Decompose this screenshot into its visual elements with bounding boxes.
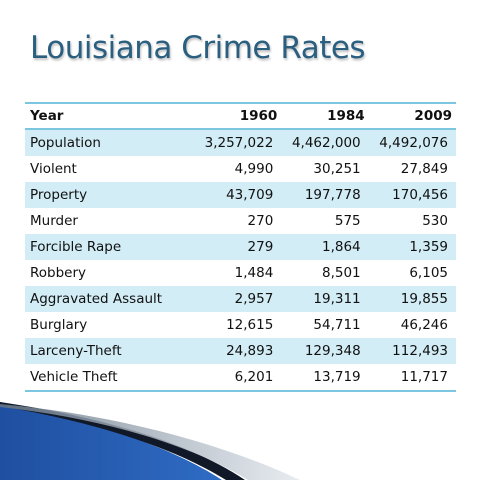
- table-row: Larceny-Theft 24,893 129,348 112,493: [25, 338, 456, 364]
- table-body: Population 3,257,022 4,462,000 4,492,076…: [25, 129, 456, 391]
- cell-2009: 1,359: [409, 239, 448, 255]
- table-row: Population 3,257,022 4,462,000 4,492,076: [25, 129, 456, 156]
- cell-2009: 530: [422, 213, 448, 229]
- row-label: Robbery: [30, 265, 87, 281]
- table-row: Property 43,709 197,778 170,456: [25, 182, 456, 208]
- cell-1984: 54,711: [313, 317, 361, 333]
- cell-1984: 1,864: [322, 239, 361, 255]
- cell-1984: 129,348: [304, 343, 361, 359]
- row-label: Violent: [30, 161, 77, 177]
- table-row: Forcible Rape 279 1,864 1,359: [25, 234, 456, 260]
- cell-1960: 279: [247, 239, 274, 255]
- cell-2009: 170,456: [392, 187, 448, 203]
- header-row: Year 1960 1984 2009: [25, 102, 456, 130]
- cell-1960: 1,484: [234, 265, 274, 281]
- cell-1960: 2,957: [234, 291, 274, 307]
- table-row: Vehicle Theft 6,201 13,719 11,717: [25, 364, 456, 391]
- header-2009: 2009: [368, 102, 456, 130]
- cell-1960: 43,709: [226, 187, 274, 203]
- table-row: Violent 4,990 30,251 27,849: [25, 156, 456, 182]
- cell-2009: 27,849: [400, 161, 448, 177]
- cell-2009: 19,855: [400, 291, 448, 307]
- slide-title: Louisiana Crime Rates: [30, 30, 366, 66]
- cell-1984: 30,251: [313, 161, 361, 177]
- table-row: Murder 270 575 530: [25, 208, 456, 234]
- row-label: Murder: [30, 213, 78, 229]
- cell-1984: 4,462,000: [291, 135, 361, 151]
- cell-2009: 46,246: [400, 317, 448, 333]
- header-year: Year: [25, 102, 194, 130]
- cell-1984: 13,719: [313, 369, 361, 385]
- row-label: Forcible Rape: [30, 239, 122, 255]
- cell-1960: 4,990: [234, 161, 274, 177]
- cell-1984: 575: [334, 213, 361, 229]
- cell-1960: 24,893: [226, 343, 274, 359]
- cell-1984: 8,501: [322, 265, 361, 281]
- cell-1960: 270: [247, 213, 274, 229]
- row-label: Population: [30, 135, 101, 151]
- row-label: Vehicle Theft: [30, 369, 118, 385]
- table-row: Burglary 12,615 54,711 46,246: [25, 312, 456, 338]
- header-1984: 1984: [281, 102, 369, 130]
- cell-2009: 4,492,076: [379, 135, 448, 151]
- cell-1960: 3,257,022: [204, 135, 274, 151]
- cell-2009: 11,717: [400, 369, 448, 385]
- cell-1984: 19,311: [313, 291, 361, 307]
- table-row: Aggravated Assault 2,957 19,311 19,855: [25, 286, 456, 312]
- cell-1960: 12,615: [226, 317, 274, 333]
- row-label: Aggravated Assault: [30, 291, 163, 307]
- row-label: Larceny-Theft: [30, 343, 122, 359]
- header-1960: 1960: [194, 102, 282, 130]
- table-row: Robbery 1,484 8,501 6,105: [25, 260, 456, 286]
- cell-1960: 6,201: [234, 369, 274, 385]
- crime-rates-table: Year 1960 1984 2009 Population 3,257,022…: [25, 102, 456, 392]
- row-label: Burglary: [30, 317, 88, 333]
- cell-2009: 112,493: [392, 343, 448, 359]
- table-header: Year 1960 1984 2009: [25, 102, 456, 130]
- cell-2009: 6,105: [409, 265, 448, 281]
- decorative-swoosh: [0, 402, 300, 480]
- row-label: Property: [30, 187, 88, 203]
- cell-1984: 197,778: [304, 187, 361, 203]
